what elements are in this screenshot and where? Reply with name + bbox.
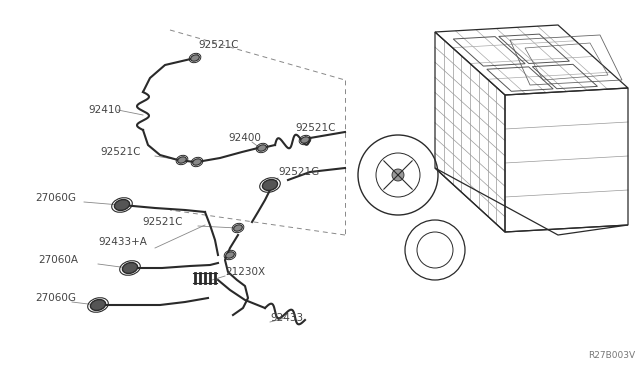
Text: 92521C: 92521C — [100, 147, 141, 157]
Text: 27060G: 27060G — [35, 293, 76, 303]
Text: 92433+A: 92433+A — [98, 237, 147, 247]
Ellipse shape — [301, 137, 309, 143]
Ellipse shape — [122, 263, 138, 273]
Text: 92521C: 92521C — [295, 123, 335, 133]
Ellipse shape — [178, 157, 186, 163]
Ellipse shape — [191, 55, 199, 61]
Text: 27060G: 27060G — [35, 193, 76, 203]
Ellipse shape — [90, 299, 106, 311]
Text: 21230X: 21230X — [225, 267, 265, 277]
Ellipse shape — [262, 180, 278, 190]
Text: R27B003V: R27B003V — [588, 351, 635, 360]
Ellipse shape — [115, 199, 129, 211]
Text: 92410: 92410 — [88, 105, 121, 115]
Ellipse shape — [193, 159, 202, 165]
Circle shape — [392, 169, 404, 181]
Text: 27060A: 27060A — [38, 255, 78, 265]
Ellipse shape — [258, 145, 266, 151]
Text: 92521C: 92521C — [142, 217, 182, 227]
Text: 92521G: 92521G — [278, 167, 319, 177]
Text: 92433: 92433 — [270, 313, 303, 323]
Text: 92521C: 92521C — [198, 40, 239, 50]
Text: 92400: 92400 — [228, 133, 261, 143]
Ellipse shape — [226, 252, 234, 258]
Ellipse shape — [234, 225, 243, 231]
